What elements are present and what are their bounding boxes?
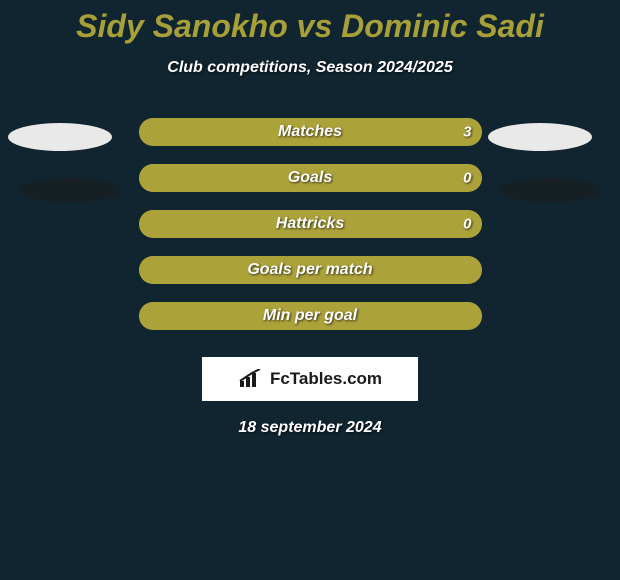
stat-row: Min per goal <box>0 293 620 339</box>
decorative-ellipse <box>8 123 112 151</box>
footer-logo-text: FcTables.com <box>270 369 382 389</box>
content: Sidy Sanokho vs Dominic Sadi Club compet… <box>0 0 620 437</box>
stat-label: Matches <box>278 123 342 141</box>
comparison-subtitle: Club competitions, Season 2024/2025 <box>0 59 620 77</box>
decorative-ellipse <box>500 178 600 202</box>
decorative-ellipse <box>20 178 120 202</box>
stat-bar: Goals 0 <box>139 164 482 192</box>
footer-logo: FcTables.com <box>202 357 418 401</box>
comparison-title: Sidy Sanokho vs Dominic Sadi <box>0 8 620 45</box>
chart-icon <box>238 369 264 389</box>
stat-label: Goals <box>288 169 332 187</box>
stat-label: Goals per match <box>247 261 372 279</box>
stat-value-right: 0 <box>463 216 471 233</box>
stat-label: Min per goal <box>263 307 357 325</box>
stat-value-right: 0 <box>463 170 471 187</box>
decorative-ellipse <box>488 123 592 151</box>
stat-bar: Matches 3 <box>139 118 482 146</box>
date-text: 18 september 2024 <box>0 419 620 437</box>
stat-row: Hattricks 0 <box>0 201 620 247</box>
stat-bar: Goals per match <box>139 256 482 284</box>
stat-bar: Min per goal <box>139 302 482 330</box>
stat-label: Hattricks <box>276 215 344 233</box>
stat-value-right: 3 <box>463 124 471 141</box>
stat-bar: Hattricks 0 <box>139 210 482 238</box>
stat-row: Goals per match <box>0 247 620 293</box>
